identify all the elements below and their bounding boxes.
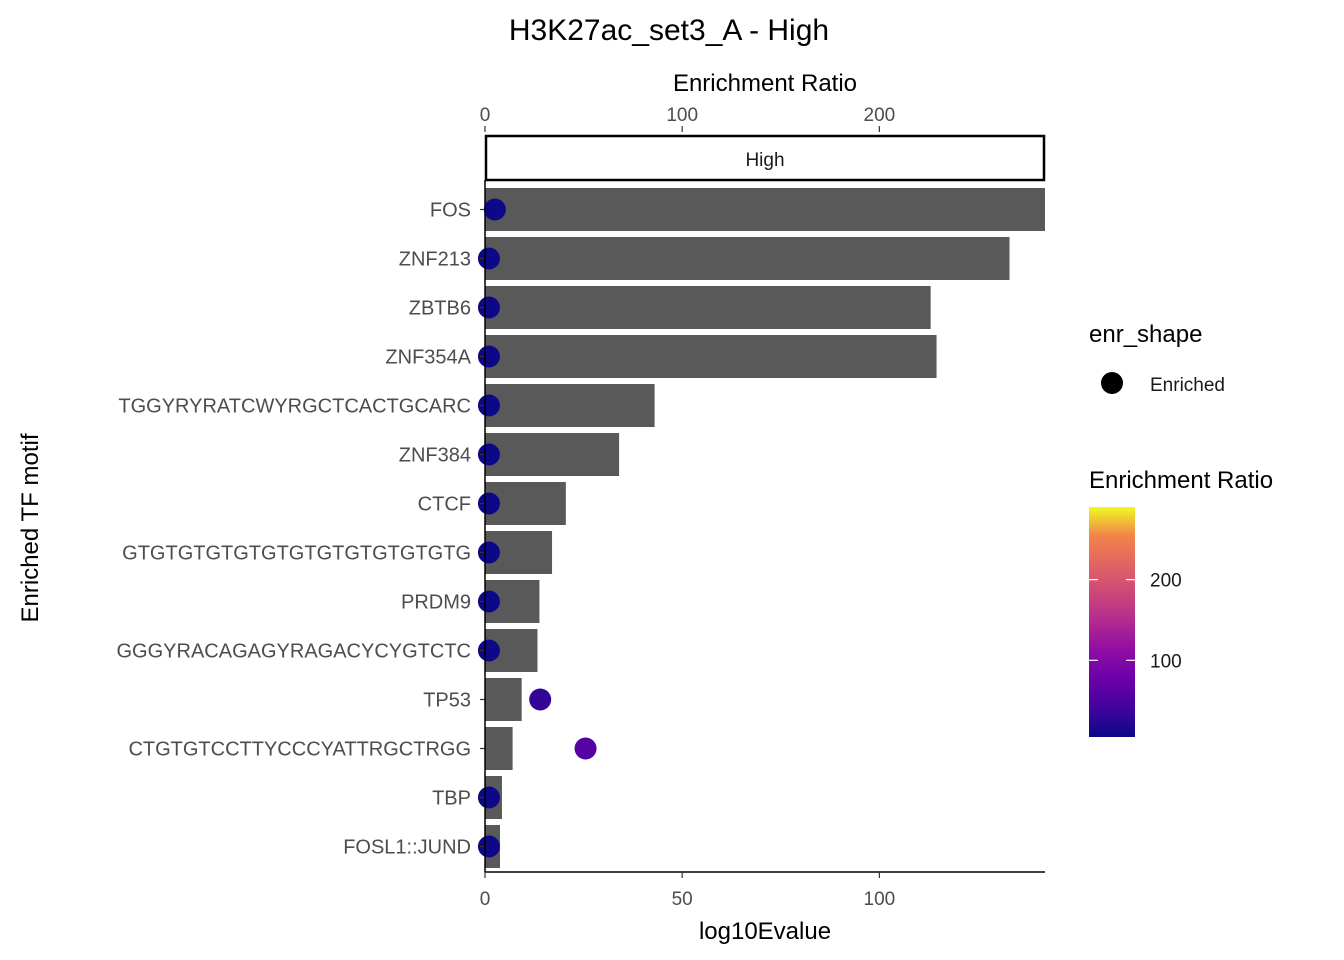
top-axis-label: Enrichment Ratio [673,70,857,97]
points [477,198,597,858]
legend-color-title: Enrichment Ratio [1089,467,1273,494]
legend-shape-title: enr_shape [1089,321,1202,348]
top-tick-label-0: 0 [480,105,491,126]
category-label-1: ZNF213 [399,249,471,271]
point-3 [477,345,500,368]
point-5 [477,443,500,466]
category-label-13: FOSL1::JUND [343,837,471,859]
category-label-10: TP53 [423,690,471,712]
point-12 [477,786,500,809]
x-axis-label: log10Evalue [699,918,831,945]
bar-10 [485,678,522,721]
point-4 [477,394,500,417]
x-tick-label-1: 50 [672,889,693,910]
top-axis-ticks: 0 100 200 [480,105,896,132]
legend-color-ticks: 100 200 [1089,571,1182,672]
point-8 [477,590,500,613]
point-0 [483,198,506,221]
category-label-7: GTGTGTGTGTGTGTGTGTGTGTGTG [122,543,471,565]
category-label-0: FOS [430,200,471,222]
x-axis-ticks: 0 50 100 [480,872,896,910]
legend-shape-key [1101,372,1123,394]
point-11 [574,737,597,760]
category-label-5: ZNF384 [399,445,471,467]
legend-tick-label-0: 100 [1150,651,1182,672]
facet-strip [484,134,1046,182]
point-1 [477,247,500,270]
bar-5 [485,433,620,476]
y-axis-label: Enriched TF motif [17,433,44,622]
category-label-6: CTCF [418,494,471,516]
category-label-11: CTGTGTCCTTYCCCYATTRGCTRGG [128,739,471,761]
top-tick-label-1: 100 [666,105,698,126]
category-label-3: ZNF354A [385,347,471,369]
point-7 [477,541,500,564]
point-9 [477,639,500,662]
category-label-2: ZBTB6 [409,298,471,320]
bar-1 [485,237,1010,280]
chart-title: H3K27ac_set3_A - High [509,14,829,47]
top-tick-label-2: 200 [864,105,896,126]
bar-0 [485,188,1045,231]
y-axis-categories: FOS ZNF213 ZBTB6 ZNF354A TGGYRYRATCWYRGCTCAC… [117,200,485,859]
x-tick-label-0: 0 [480,889,491,910]
legend-colorbar [1089,507,1135,737]
point-6 [477,492,500,515]
bar-11 [485,727,513,770]
point-13 [477,835,500,858]
facet-strip-label: High [745,150,784,171]
bar-2 [485,286,931,329]
point-10 [529,688,552,711]
point-2 [477,296,500,319]
legend-tick-label-1: 200 [1150,571,1182,592]
x-tick-label-2: 100 [864,889,896,910]
category-label-9: GGGYRACAGAGYRAGACYCYGTCTC [117,641,472,663]
category-label-8: PRDM9 [401,592,471,614]
category-label-12: TBP [432,788,471,810]
bar-3 [485,335,937,378]
category-label-4: TGGYRYRATCWYRGCTCACTGCARC [118,396,471,418]
legend-shape-label: Enriched [1150,375,1225,396]
bars [485,188,1045,868]
bar-4 [485,384,655,427]
